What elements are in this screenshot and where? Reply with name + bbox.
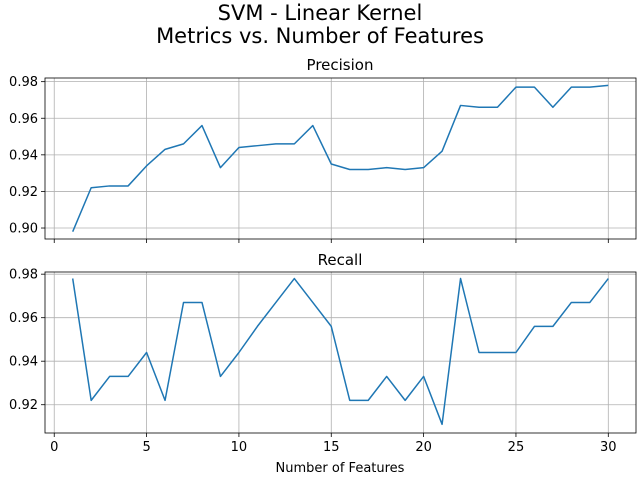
recall-x-tick-label: 0 [50,440,58,455]
recall-axes-frame [44,271,637,434]
recall-x-tick-label: 10 [231,440,248,455]
recall-subplot-title: Recall [318,251,363,269]
recall-y-tick-label: 0.98 [9,268,38,283]
recall-y-tick-label: 0.92 [9,398,38,413]
precision-subplot-title: Precision [307,56,374,74]
recall-series-line [71,277,609,426]
recall-x-tick-label: 15 [323,440,340,455]
precision-y-tick-label: 0.94 [9,148,38,163]
recall-x-tick-label: 25 [508,440,525,455]
precision-series-line [72,84,609,232]
precision-axes-frame [44,77,637,240]
precision-y-tick-label: 0.98 [9,75,38,90]
precision-y-tick-label: 0.96 [9,112,38,127]
figure-title-line-2: Metrics vs. Number of Features [156,24,484,48]
recall-y-tick-label: 0.94 [9,355,38,370]
precision-y-tick-label: 0.92 [9,185,38,200]
recall-subplot: Recall Number of Features 0 5 10 15 20 25 30 0.… [9,251,637,476]
recall-x-axis-label: Number of Features [276,461,405,476]
recall-x-tick-label: 5 [142,440,150,455]
recall-y-tick-label: 0.96 [9,311,38,326]
precision-y-tick-label: 0.90 [9,222,38,237]
recall-x-tick-label: 30 [600,440,617,455]
precision-subplot: Precision 0.90 0.92 0.94 0.96 0.98 [9,56,637,243]
figure-title-line-1: SVM - Linear Kernel [218,1,423,25]
recall-x-tick-label: 20 [415,440,432,455]
